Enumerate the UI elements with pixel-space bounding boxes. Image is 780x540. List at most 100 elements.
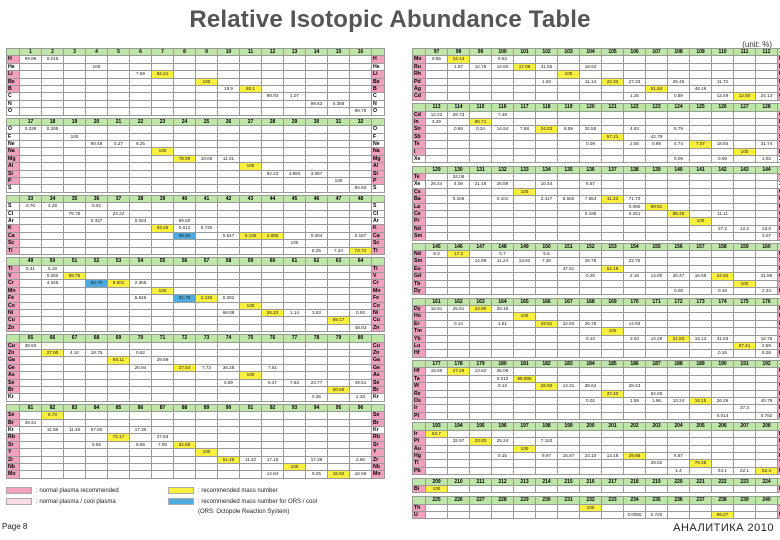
abundance-cell: [623, 85, 646, 94]
mass-number: 15: [327, 47, 350, 57]
abundance-cell: [327, 209, 350, 218]
mass-number: 225: [425, 496, 448, 505]
mass-number: 159: [733, 242, 756, 251]
abundance-cell: [469, 55, 492, 64]
abundance-cell: [491, 232, 514, 241]
abundance-cell: [129, 455, 152, 465]
abundance-cell: [733, 117, 756, 127]
abundance-cell: 1.92: [755, 154, 778, 164]
abundance-cell: [85, 418, 108, 428]
mass-number: 28: [261, 117, 284, 127]
mass-number: 119: [557, 103, 580, 112]
abundance-cell: [667, 132, 690, 142]
abundance-cell: [85, 378, 108, 387]
legend-swatch-plasma: [6, 487, 32, 494]
abundance-cell: [349, 271, 372, 281]
abundance-cell: [85, 176, 108, 186]
abundance-cell: [491, 264, 514, 274]
abundance-cell: [41, 440, 64, 450]
abundance-cell: [327, 184, 350, 193]
abundance-cell: [733, 510, 756, 520]
abundance-cell: 17.38: [305, 455, 328, 465]
legend-swatch-recommended: [168, 487, 194, 494]
abundance-cell: 48.63: [349, 323, 372, 333]
abundance-cell: [305, 316, 328, 325]
abundance-cell: 90.48: [85, 139, 108, 149]
abundance-cell: 0.02: [85, 202, 108, 211]
mass-number: 196: [491, 422, 514, 431]
abundance-cell: [349, 125, 372, 134]
abundance-cell: [173, 371, 196, 380]
abundance-cell: [711, 319, 734, 329]
mass-number: 97: [425, 47, 448, 57]
abundance-cell: [41, 385, 64, 395]
abundance-cell: 15.92: [327, 470, 350, 479]
abundance-cell: [85, 393, 108, 402]
abundance-cell: [305, 411, 328, 420]
abundance-cell: [469, 459, 492, 468]
abundance-cell: [217, 176, 240, 186]
abundance-cell: [129, 99, 152, 109]
abundance-cell: [755, 404, 778, 413]
abundance-cell: [151, 294, 174, 303]
abundance-cell: [173, 323, 196, 333]
legend-ors-note: (ORS: Octopole Reaction System): [198, 509, 289, 515]
abundance-cell: [491, 147, 514, 156]
abundance-cell: 7.44: [327, 246, 350, 255]
abundance-cell: [195, 323, 218, 333]
abundance-cell: [217, 393, 240, 402]
abundance-cell: [305, 125, 328, 134]
abundance-cell: [239, 385, 262, 395]
abundance-cell: [513, 503, 536, 512]
abundance-cell: [305, 85, 328, 94]
abundance-cell: [107, 107, 130, 116]
abundance-cell: [711, 249, 734, 259]
mass-number: 229: [513, 496, 536, 505]
abundance-cell: [195, 209, 218, 218]
element-row: Ho100Ho: [412, 312, 780, 321]
abundance-cell: [173, 85, 196, 94]
abundance-cell: [327, 77, 350, 87]
abundance-cell: [645, 466, 668, 476]
mass-number: 36: [85, 194, 108, 204]
element-symbol: I: [412, 147, 426, 156]
abundance-cell: [151, 176, 174, 186]
abundance-cell: 24.1: [711, 466, 734, 476]
abundance-cell: [173, 99, 196, 109]
abundance-cell: [469, 217, 492, 226]
abundance-cell: [19, 246, 42, 255]
mass-number: 161: [425, 297, 448, 307]
element-symbol: Ag: [412, 85, 426, 94]
element-symbol: He: [371, 62, 385, 72]
mass-number: 228: [491, 496, 514, 505]
abundance-cell: [129, 154, 152, 164]
abundance-cell: [63, 55, 86, 64]
element-symbol: Zn: [371, 323, 385, 333]
abundance-cell: [557, 286, 580, 296]
abundance-cell: [711, 382, 734, 391]
mass-number: 192: [755, 359, 778, 369]
abundance-cell: [63, 371, 86, 380]
abundance-cell: [667, 319, 690, 329]
abundance-cell: [579, 202, 602, 211]
abundance-cell: [557, 312, 580, 321]
abundance-cell: 0.76: [19, 202, 42, 211]
abundance-cell: 2.34: [755, 286, 778, 296]
mass-number: 237: [689, 496, 712, 505]
abundance-cell: 9.86: [129, 440, 152, 450]
abundance-cell: [239, 425, 262, 435]
abundance-cell: [623, 429, 646, 439]
abundance-cell: [261, 463, 284, 472]
abundance-cell: 31.55: [535, 62, 558, 72]
abundance-cell: [447, 209, 470, 219]
abundance-cell: [107, 92, 130, 101]
abundance-cell: [557, 510, 580, 520]
element-symbol: Mn: [371, 286, 385, 296]
isotope-block: 177 178 179 180 181 182 183 184 185 186 187 188 189 1…: [412, 359, 780, 421]
element-symbol: Ga: [371, 356, 385, 365]
mass-number: 11: [239, 47, 262, 57]
abundance-cell: [349, 202, 372, 211]
abundance-cell: [305, 433, 328, 442]
